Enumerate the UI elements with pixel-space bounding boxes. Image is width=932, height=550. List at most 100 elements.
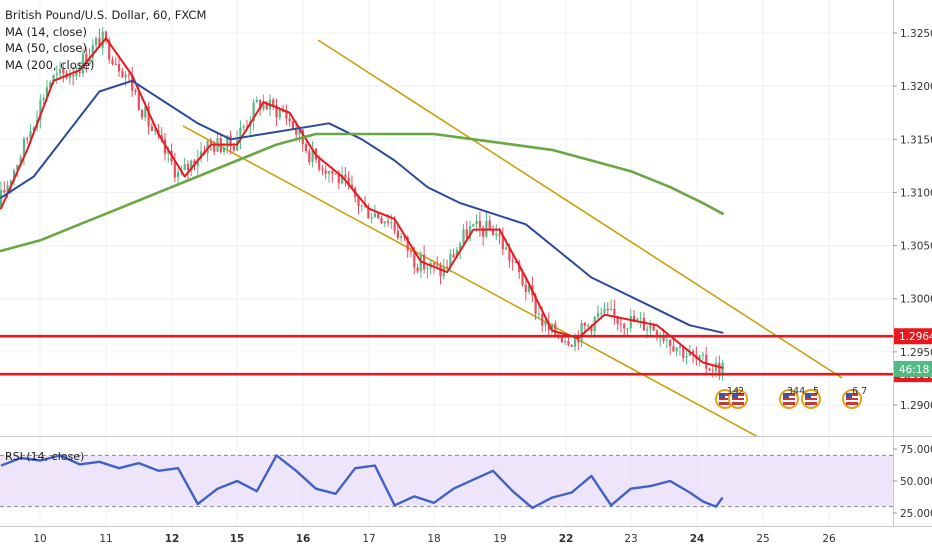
time-tick-label: 22 (559, 533, 574, 545)
price-tick-label: 1.30500 (900, 241, 932, 253)
candle-body (629, 316, 632, 329)
candle-body (367, 206, 370, 219)
candle-body (121, 71, 124, 78)
candle-body (606, 308, 609, 311)
time-axis: 10 11 12 15 16 17 18 19 22 23 24 25 26 (33, 533, 836, 545)
channel-lower-line (182, 125, 758, 436)
candle-body (75, 71, 78, 77)
candle-body (544, 321, 547, 326)
candle-body (104, 31, 108, 40)
candle-body (678, 346, 682, 348)
candle-body (98, 38, 101, 48)
candle-body (390, 222, 393, 224)
rsi-line (0, 454, 724, 510)
time-tick-label: 18 (427, 533, 440, 545)
candle-body (58, 69, 62, 74)
rsi-label[interactable]: RSI (14, close) (5, 450, 85, 463)
candle-body (432, 263, 436, 265)
candle-body (318, 159, 321, 170)
candle-body (39, 99, 42, 120)
time-tick-label: 11 (99, 533, 112, 545)
svg-text:14: 14 (727, 386, 739, 397)
candle-body (19, 157, 22, 166)
candle-body (26, 138, 29, 140)
candle-body (272, 99, 275, 106)
legend-ma-200[interactable]: MA (200, close) (5, 57, 95, 72)
price-level-tag-label: 1.29647 (899, 331, 932, 343)
candle-body (580, 323, 583, 343)
candle-body (413, 250, 416, 268)
candle-body (341, 174, 344, 184)
candle-body (508, 247, 511, 261)
candle-body (373, 213, 376, 218)
candle-body (711, 370, 714, 372)
candle-body (147, 106, 150, 127)
candle-body (452, 254, 455, 258)
candle-body (183, 164, 186, 170)
time-tick-label: 19 (493, 533, 506, 545)
economic-event-icons: 14 2 344 5 6 7 (715, 386, 867, 409)
candle-body (501, 235, 504, 250)
candle-body (285, 111, 288, 119)
candle-body (468, 226, 472, 239)
candle-body (718, 363, 721, 376)
candle-body (419, 254, 422, 272)
rsi-axis: 75.0000 50.0000 25.0000 (893, 444, 932, 520)
candle-body (596, 313, 600, 317)
channel-upper-line (317, 39, 843, 379)
candle-body (370, 217, 373, 219)
candle-body (9, 180, 12, 186)
price-axis: 1.32500 1.32000 1.31500 1.31000 1.30500 1.300… (893, 28, 932, 412)
rsi-band (0, 455, 893, 507)
candle-body (616, 316, 619, 324)
time-tick-label: 15 (230, 533, 245, 545)
candle-body (6, 185, 9, 193)
candle-body (396, 230, 399, 238)
legend-ma-14[interactable]: MA (14, close) (5, 24, 87, 39)
candle-body (78, 71, 81, 73)
candle-body (311, 148, 314, 163)
candle-body (491, 229, 495, 236)
countdown-tag (894, 360, 932, 377)
candle-body (564, 341, 567, 343)
candle-body (239, 127, 242, 140)
candle-body (252, 102, 255, 122)
candle-body (29, 131, 32, 139)
svg-text:6 7: 6 7 (852, 386, 867, 397)
candle-body (360, 205, 363, 207)
candle-body (475, 220, 478, 225)
us-flag-icon (779, 389, 799, 409)
candle-body (160, 135, 163, 140)
candle-body (255, 99, 258, 103)
moving-average-lines (0, 37, 724, 369)
legend-ma-50[interactable]: MA (50, close) (5, 41, 87, 55)
candle-body (288, 118, 291, 122)
candle-body (642, 317, 645, 331)
candle-body (619, 323, 622, 325)
time-tick-label: 17 (362, 533, 375, 545)
price-tick-label: 1.32000 (900, 81, 932, 93)
candle-body (465, 229, 468, 239)
candle-body (505, 247, 508, 250)
candle-body (675, 347, 678, 352)
candle-body (590, 325, 593, 332)
candle-body (550, 323, 554, 331)
candle-body (232, 146, 235, 151)
candle-body (626, 328, 629, 330)
candle-body (108, 39, 111, 60)
candle-body (577, 335, 580, 343)
candle-body (154, 130, 157, 131)
candle-body (721, 363, 724, 376)
candle-body (623, 324, 626, 329)
candle-body (209, 141, 212, 144)
candle-body (409, 250, 413, 252)
candle-body (298, 129, 301, 135)
price-tick-label: 1.30000 (900, 294, 932, 306)
candle-body (173, 161, 176, 178)
candle-body (705, 354, 708, 369)
candle-body (488, 220, 491, 230)
candle-body (511, 260, 514, 262)
candle-body (383, 221, 386, 224)
candle-body (393, 222, 396, 231)
